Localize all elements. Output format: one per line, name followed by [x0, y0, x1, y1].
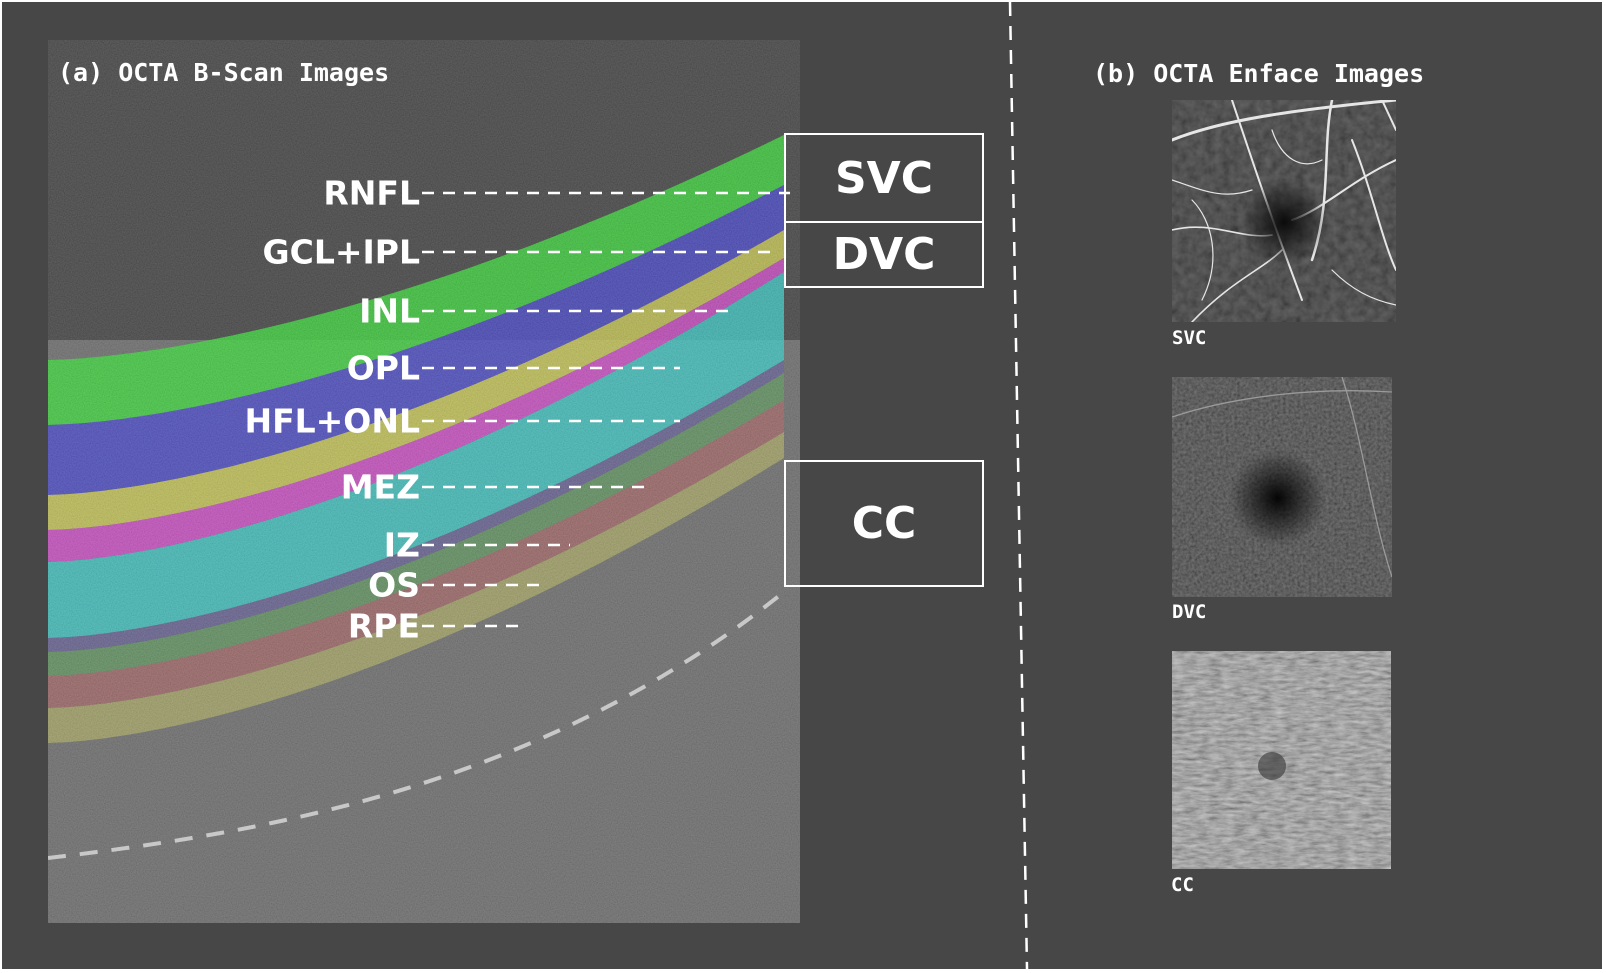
layer-label-rpe: RPE	[347, 606, 420, 646]
panel-a-title: (a) OCTA B-Scan Images	[58, 58, 390, 87]
enface-label-cc: CC	[1171, 874, 1194, 896]
svc-box-label: SVC	[834, 152, 934, 204]
layer-label-inl: INL	[359, 291, 420, 331]
layer-label-os: OS	[368, 565, 420, 605]
layer-label-hfl-onl: HFL+ONL	[244, 401, 420, 441]
layer-label-iz: IZ	[383, 525, 420, 565]
layer-label-mez: MEZ	[340, 467, 420, 507]
choroid-boundary	[48, 590, 786, 860]
enface-image-dvc	[1172, 377, 1392, 597]
enface-label-dvc: DVC	[1172, 601, 1207, 623]
layer-label-opl: OPL	[346, 348, 420, 388]
bscan-speckle	[48, 40, 800, 923]
cc-box: CC	[784, 460, 984, 587]
panel-b-title: (b) OCTA Enface Images	[1093, 59, 1425, 88]
dvc-box: DVC	[784, 221, 984, 288]
panel-divider	[1008, 2, 1029, 969]
enface-image-svc	[1172, 100, 1396, 322]
bscan-image	[48, 40, 800, 923]
svc-box: SVC	[784, 133, 984, 223]
layer-label-rnfl: RNFL	[323, 173, 420, 213]
enface-label-svc: SVC	[1172, 327, 1207, 349]
cc-box-label: CC	[851, 498, 917, 549]
enface-image-cc	[1172, 651, 1391, 869]
dvc-box-label: DVC	[832, 229, 936, 280]
layer-label-gcl-ipl: GCL+IPL	[262, 232, 420, 272]
